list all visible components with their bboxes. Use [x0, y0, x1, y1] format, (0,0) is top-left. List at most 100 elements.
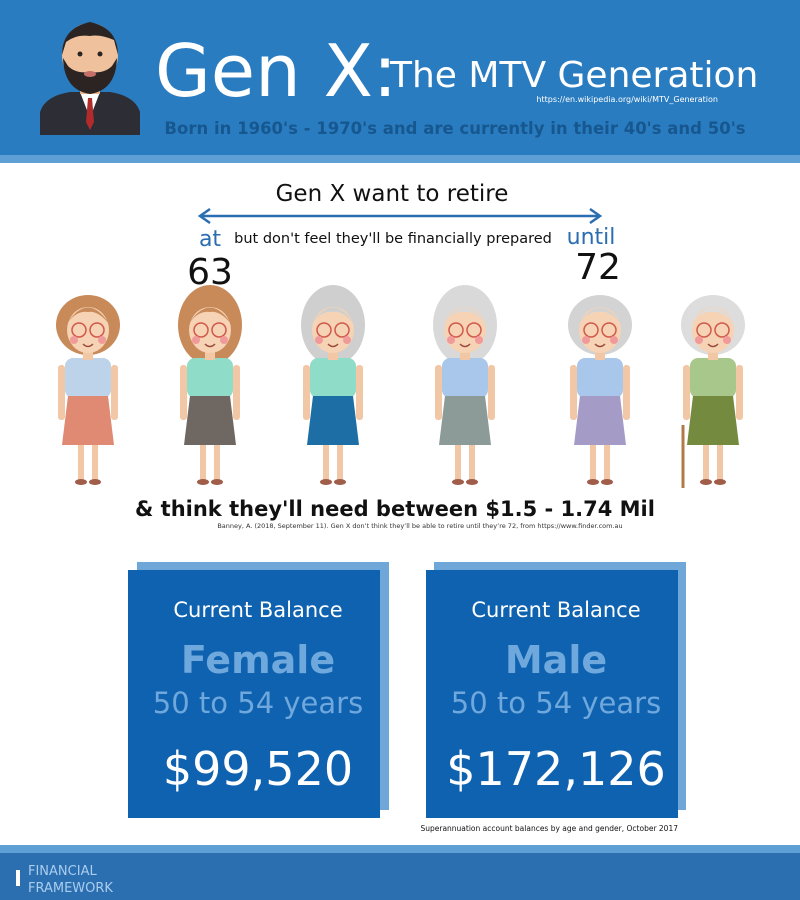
neck — [708, 348, 718, 360]
shoe — [452, 479, 464, 485]
to-label: until — [567, 225, 616, 250]
shoe — [334, 479, 346, 485]
figures — [56, 285, 745, 488]
avatar — [40, 22, 140, 135]
cheek — [723, 336, 731, 344]
shoe — [197, 479, 209, 485]
arm — [180, 365, 187, 420]
woman-figure — [433, 285, 497, 485]
arm — [356, 365, 363, 420]
card-age-group: 50 to 54 years — [451, 686, 661, 720]
skirt — [439, 396, 491, 445]
avatar-mouth — [84, 71, 96, 77]
source-url: https://en.wikipedia.org/wiki/MTV_Genera… — [536, 95, 718, 104]
retire-heading: Gen X want to retire — [276, 181, 509, 207]
glasses — [193, 322, 209, 338]
leg — [92, 440, 98, 480]
brand-line: FRAMEWORK — [28, 881, 113, 896]
woman-figure — [301, 285, 365, 485]
neck — [460, 348, 470, 360]
shoe — [601, 479, 613, 485]
leg — [469, 440, 475, 480]
glasses — [696, 322, 712, 338]
shoe — [89, 479, 101, 485]
from-label: at — [199, 227, 221, 252]
card-heading: Current Balance — [173, 598, 342, 622]
retire-note: but don't feel they'll be financially pr… — [234, 231, 552, 247]
top — [187, 358, 233, 398]
shoe — [75, 479, 87, 485]
subtitle: The MTV Generation — [389, 55, 758, 96]
glasses — [71, 322, 87, 338]
avatar-face — [62, 23, 118, 87]
tagline: Born in 1960's - 1970's and are currentl… — [164, 119, 745, 138]
glasses — [316, 322, 332, 338]
header-stripe — [0, 155, 800, 163]
glasses — [448, 322, 464, 338]
arm — [736, 365, 743, 420]
neck — [328, 348, 338, 360]
arm — [435, 365, 442, 420]
cheek — [98, 336, 106, 344]
citation: Banney, A. (2018, September 11). Gen X d… — [217, 522, 622, 530]
arm — [233, 365, 240, 420]
shoe — [714, 479, 726, 485]
top — [577, 358, 623, 398]
brand-line: FINANCIAL — [28, 864, 97, 879]
fringe — [188, 307, 232, 325]
shoe — [211, 479, 223, 485]
card-balance: $99,520 — [163, 742, 353, 796]
woman-figure — [178, 285, 242, 485]
cheek — [610, 336, 618, 344]
cheek — [447, 336, 455, 344]
cheek — [315, 336, 323, 344]
card-gender: Male — [505, 638, 607, 682]
fringe — [66, 307, 110, 325]
leg — [703, 440, 709, 480]
skirt — [184, 396, 236, 445]
footer-stripe — [0, 845, 800, 853]
brand-mark — [16, 870, 20, 886]
footer-band — [0, 853, 800, 900]
leg — [717, 440, 723, 480]
card-body — [128, 570, 380, 818]
woman-figure — [681, 295, 745, 485]
leg — [200, 440, 206, 480]
fringe — [311, 307, 355, 325]
shoe — [466, 479, 478, 485]
arm — [570, 365, 577, 420]
smile — [327, 343, 339, 348]
leg — [337, 440, 343, 480]
avatar-eye — [97, 51, 103, 57]
leg — [323, 440, 329, 480]
leg — [78, 440, 84, 480]
neck — [83, 348, 93, 360]
avatar-eye — [77, 51, 83, 57]
cards-source: Superannuation account balances by age a… — [420, 824, 678, 833]
leg — [590, 440, 596, 480]
fringe — [578, 307, 622, 325]
leg — [604, 440, 610, 480]
glasses — [583, 322, 599, 338]
avatar-hair — [62, 22, 118, 55]
glasses — [89, 322, 105, 338]
arm — [488, 365, 495, 420]
glasses — [211, 322, 227, 338]
leg — [214, 440, 220, 480]
fringe — [443, 307, 487, 325]
smile — [594, 343, 606, 348]
shoe — [320, 479, 332, 485]
card: Current Balance Male 50 to 54 years $172… — [426, 562, 686, 818]
avatar-tie — [86, 98, 94, 130]
arm — [623, 365, 630, 420]
woman-figure — [568, 295, 632, 485]
arm — [111, 365, 118, 420]
top — [690, 358, 736, 398]
top — [310, 358, 356, 398]
cheek — [192, 336, 200, 344]
card: Current Balance Female 50 to 54 years $9… — [128, 562, 389, 818]
to-age: 72 — [575, 247, 621, 288]
